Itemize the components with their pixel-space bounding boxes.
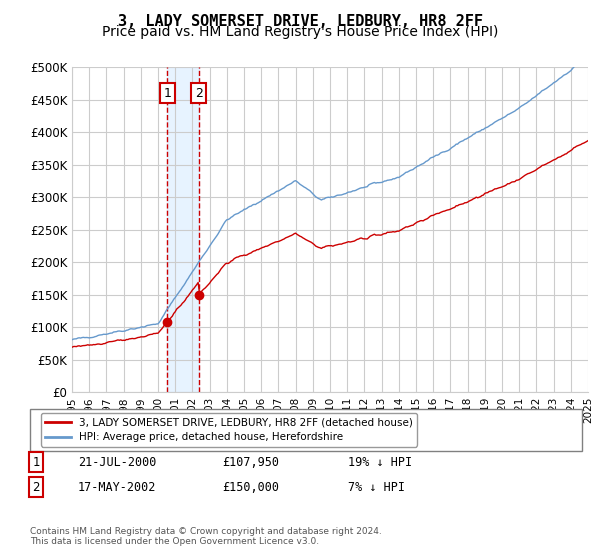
Text: 1: 1 — [164, 87, 172, 100]
Text: £107,950: £107,950 — [222, 455, 279, 469]
Text: 2: 2 — [32, 480, 40, 494]
Legend: 3, LADY SOMERSET DRIVE, LEDBURY, HR8 2FF (detached house), HPI: Average price, d: 3, LADY SOMERSET DRIVE, LEDBURY, HR8 2FF… — [41, 413, 418, 446]
Text: 17-MAY-2002: 17-MAY-2002 — [78, 480, 157, 494]
Text: Price paid vs. HM Land Registry's House Price Index (HPI): Price paid vs. HM Land Registry's House … — [102, 25, 498, 39]
Text: 21-JUL-2000: 21-JUL-2000 — [78, 455, 157, 469]
Text: 19% ↓ HPI: 19% ↓ HPI — [348, 455, 412, 469]
Text: 3, LADY SOMERSET DRIVE, LEDBURY, HR8 2FF: 3, LADY SOMERSET DRIVE, LEDBURY, HR8 2FF — [118, 14, 482, 29]
FancyBboxPatch shape — [30, 409, 582, 451]
Bar — [167, 67, 199, 392]
Text: 2: 2 — [195, 87, 203, 100]
Text: 7% ↓ HPI: 7% ↓ HPI — [348, 480, 405, 494]
Text: 1: 1 — [32, 455, 40, 469]
Text: £150,000: £150,000 — [222, 480, 279, 494]
Text: Contains HM Land Registry data © Crown copyright and database right 2024.
This d: Contains HM Land Registry data © Crown c… — [30, 526, 382, 546]
